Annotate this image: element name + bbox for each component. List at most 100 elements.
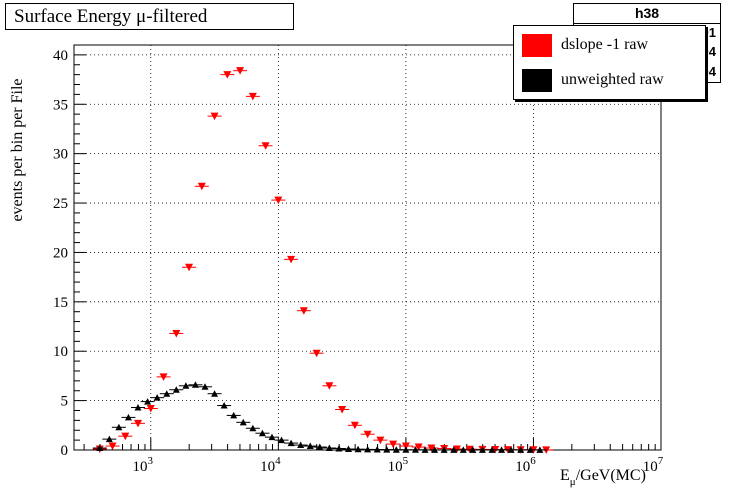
data-point	[197, 182, 206, 191]
x-axis-label-sub: μ	[569, 476, 576, 488]
data-point	[297, 441, 305, 449]
y-tick-label: 30	[53, 147, 68, 163]
data-point	[163, 390, 171, 397]
data-point	[172, 386, 180, 393]
data-point	[220, 402, 228, 409]
data-point	[201, 383, 209, 390]
data-point	[354, 445, 362, 453]
x-axis-label-rest: /GeV(MC)	[575, 467, 646, 484]
legend-swatch-black	[522, 69, 552, 92]
data-point	[268, 433, 276, 441]
data-point	[401, 442, 410, 451]
data-point	[249, 424, 257, 432]
y-tick-label: 25	[53, 196, 68, 212]
data-point	[274, 196, 283, 205]
data-point	[211, 390, 219, 397]
x-tick-label: 106	[515, 455, 536, 475]
data-point	[223, 71, 232, 79]
data-point	[459, 446, 467, 453]
data-point	[316, 443, 324, 451]
data-point	[376, 436, 385, 445]
data-point	[182, 382, 190, 389]
data-point	[452, 445, 461, 454]
data-point	[450, 446, 458, 453]
y-tick-label: 15	[53, 295, 68, 311]
data-point	[431, 446, 439, 453]
x-axis-label-main: E	[560, 467, 570, 484]
data-point	[134, 404, 142, 411]
data-point	[306, 442, 314, 450]
data-point	[230, 411, 238, 419]
data-point	[108, 442, 117, 451]
data-point	[153, 394, 161, 401]
data-point	[287, 255, 296, 264]
data-point	[411, 446, 419, 453]
y-tick-label: 0	[61, 443, 69, 459]
data-point	[239, 418, 247, 426]
data-point	[414, 443, 423, 452]
chart-title: Surface Energy μ-filtered	[5, 3, 294, 30]
data-point	[278, 436, 286, 444]
data-point	[488, 446, 496, 453]
data-point	[344, 445, 352, 453]
data-point	[421, 446, 429, 453]
y-tick-label: 5	[61, 394, 69, 410]
x-tick-label: 103	[133, 455, 154, 475]
data-point	[383, 446, 391, 453]
data-point	[536, 446, 544, 453]
x-tick-label: 107	[643, 455, 664, 475]
data-point	[478, 446, 486, 453]
data-point	[172, 329, 181, 338]
data-point	[325, 444, 333, 452]
data-point	[392, 446, 400, 453]
data-point	[389, 440, 398, 449]
legend: dslope -1 raw unweighted raw	[513, 25, 706, 100]
data-point	[124, 413, 132, 421]
data-point	[350, 421, 359, 430]
data-point	[287, 439, 295, 447]
data-point	[210, 112, 219, 121]
data-point	[517, 446, 525, 453]
data-point	[144, 398, 152, 405]
data-point	[338, 406, 347, 414]
data-point	[191, 381, 199, 388]
legend-label-unweighted: unweighted raw	[561, 71, 664, 88]
data-point	[335, 445, 343, 452]
data-point	[121, 432, 130, 441]
data-point	[115, 423, 123, 431]
data-point	[526, 446, 534, 453]
data-point	[325, 382, 334, 390]
data-point	[105, 435, 113, 443]
data-point	[299, 307, 308, 315]
data-point	[146, 405, 155, 413]
data-point	[373, 446, 381, 453]
data-point	[185, 263, 194, 272]
data-point	[363, 430, 372, 439]
legend-swatch-red	[522, 34, 552, 57]
data-point	[427, 444, 436, 453]
data-point	[507, 446, 515, 453]
data-point	[440, 446, 448, 453]
legend-label-dslope: dslope -1 raw	[561, 36, 649, 53]
y-tick-label: 40	[53, 48, 68, 64]
x-tick-label: 105	[388, 455, 409, 475]
data-point	[159, 373, 168, 381]
y-tick-label: 10	[53, 344, 68, 360]
data-point	[236, 67, 245, 75]
series-1	[92, 381, 547, 453]
data-point	[364, 445, 372, 453]
data-point	[96, 444, 104, 452]
data-point	[261, 142, 270, 150]
data-point	[258, 429, 266, 437]
data-point	[469, 446, 477, 453]
plot-frame	[73, 44, 662, 451]
data-point	[402, 446, 410, 453]
stats-title: h38	[574, 4, 720, 24]
y-tick-label: 35	[53, 97, 68, 113]
data-point	[498, 446, 506, 453]
y-axis-label: events per bin per File	[9, 78, 26, 222]
y-tick-label: 20	[53, 245, 68, 261]
x-tick-label: 104	[260, 455, 281, 475]
data-point	[134, 419, 143, 428]
